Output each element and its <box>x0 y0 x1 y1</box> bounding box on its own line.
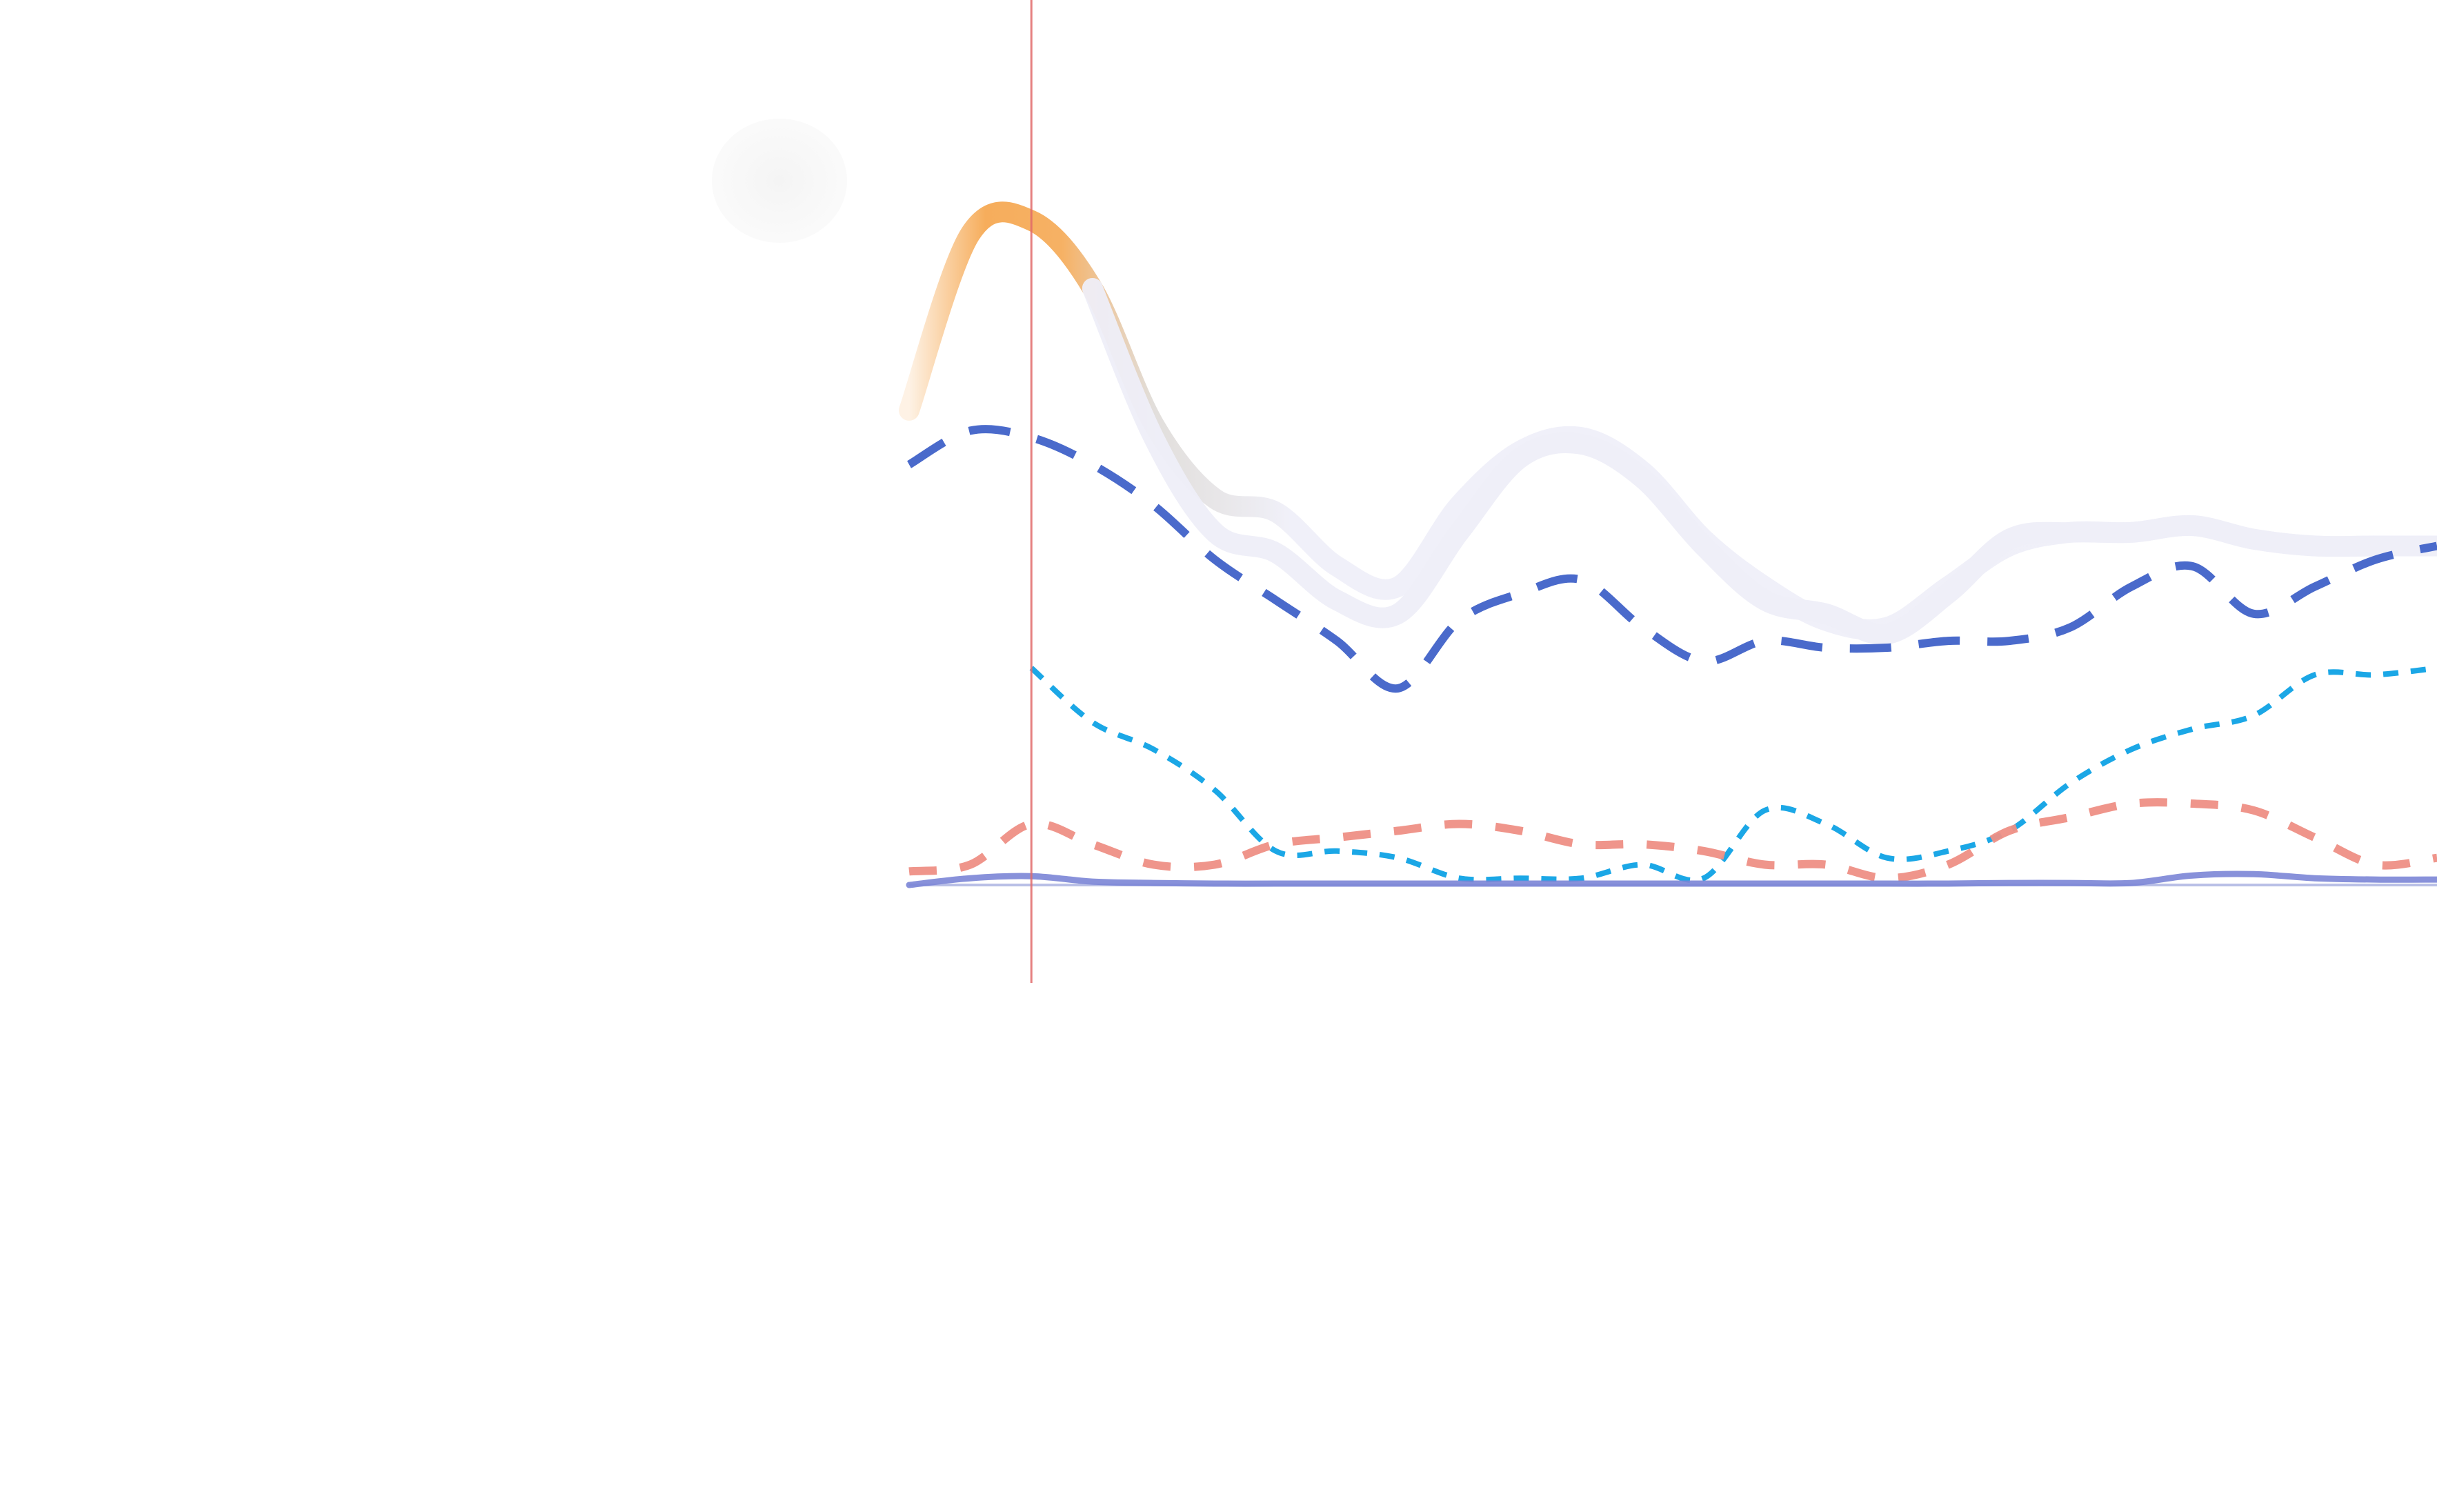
series-line-3 <box>906 425 2437 693</box>
decorative-blob <box>712 119 847 243</box>
series-line-6 <box>906 871 2437 888</box>
series-layer <box>899 201 2437 888</box>
series-line-4 <box>1029 665 2437 884</box>
series-line-5 <box>908 798 2437 883</box>
series-line-2 <box>1082 278 2437 645</box>
